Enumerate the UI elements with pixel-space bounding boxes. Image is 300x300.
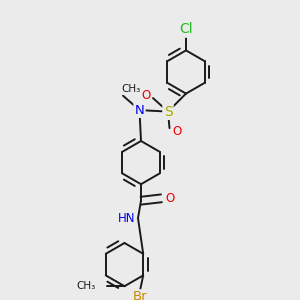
Text: O: O (172, 124, 182, 138)
Text: Br: Br (133, 290, 148, 300)
Text: CH₃: CH₃ (122, 84, 141, 94)
Text: CH₃: CH₃ (77, 281, 96, 291)
Text: S: S (164, 105, 172, 118)
Text: HN: HN (118, 212, 135, 225)
Text: Cl: Cl (179, 22, 193, 36)
Text: O: O (166, 192, 175, 205)
Text: O: O (141, 88, 150, 102)
Text: N: N (135, 103, 144, 117)
